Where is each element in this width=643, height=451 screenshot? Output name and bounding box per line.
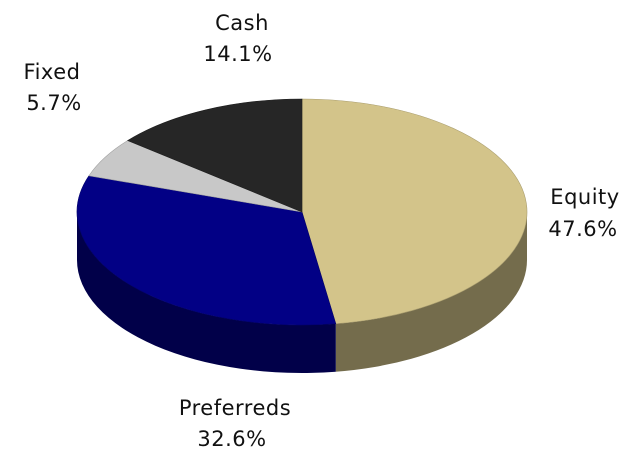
slice-value-cash: 14.1% (203, 42, 272, 66)
slice-value-preferreds: 32.6% (197, 427, 266, 451)
slice-side-preferreds (77, 212, 336, 374)
slice-cash (127, 98, 303, 213)
slice-value-equity: 47.6% (548, 217, 617, 241)
slice-preferreds (76, 175, 337, 326)
slice-label-cash: Cash (215, 11, 269, 35)
slice-label-preferreds: Preferreds (179, 396, 291, 420)
slice-label-fixed: Fixed (24, 60, 81, 84)
slice-value-fixed: 5.7% (26, 91, 81, 115)
slice-equity (301, 98, 528, 325)
slice-side-equity (335, 212, 527, 372)
slice-label-equity: Equity (550, 185, 619, 209)
pie-sides (77, 212, 527, 374)
pie-tops (76, 98, 528, 326)
